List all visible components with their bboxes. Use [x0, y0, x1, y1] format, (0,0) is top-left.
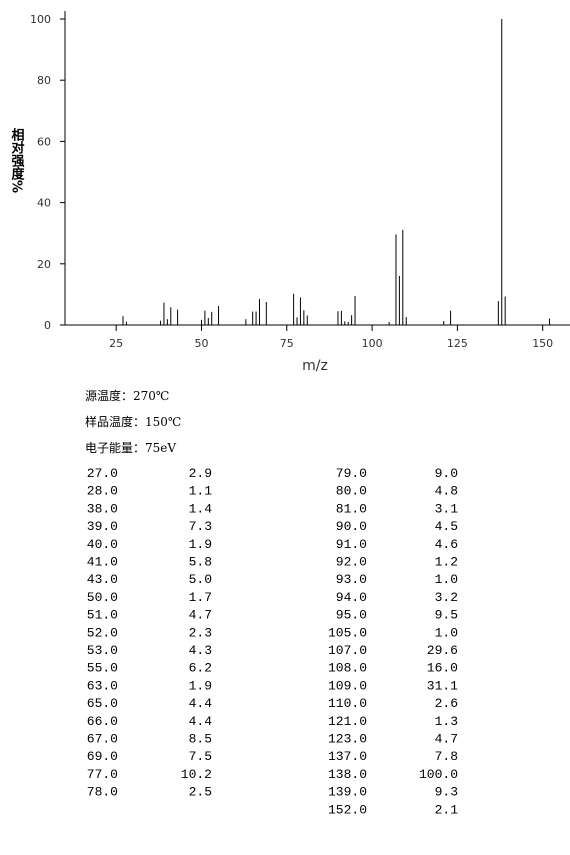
intensity-cell: 9.3	[435, 785, 458, 800]
intensity-cell: 1.1	[189, 484, 213, 499]
intensity-cell: 2.1	[435, 802, 459, 817]
intensity-cell: 1.0	[435, 625, 458, 640]
intensity-cell: 1.4	[189, 501, 213, 516]
intensity-cell: 8.5	[189, 732, 212, 747]
intensity-cell: 10.2	[181, 767, 212, 782]
intensity-cell: 7.8	[435, 749, 458, 764]
y-tick-label: 60	[37, 135, 51, 148]
mz-cell: 27.0	[87, 466, 118, 481]
info-line: 电子能量：75eV	[85, 441, 176, 455]
mz-cell: 66.0	[87, 714, 118, 729]
mz-cell: 78.0	[87, 785, 118, 800]
info-line: 样品温度：150℃	[85, 414, 181, 429]
mz-cell: 41.0	[87, 555, 118, 570]
mz-cell: 109.0	[328, 678, 367, 693]
mz-cell: 138.0	[328, 767, 367, 782]
mz-cell: 139.0	[328, 785, 367, 800]
intensity-cell: 2.9	[189, 466, 212, 481]
mz-cell: 80.0	[336, 484, 367, 499]
mz-cell: 55.0	[87, 661, 118, 676]
intensity-cell: 4.5	[435, 519, 458, 534]
mz-cell: 65.0	[87, 696, 118, 711]
mz-cell: 137.0	[328, 749, 367, 764]
mz-cell: 121.0	[328, 714, 367, 729]
intensity-cell: 9.5	[435, 608, 458, 623]
mz-cell: 77.0	[87, 767, 118, 782]
mz-cell: 63.0	[87, 678, 118, 693]
x-axis-label: m/z	[302, 358, 328, 374]
mz-cell: 91.0	[336, 537, 367, 552]
mz-cell: 92.0	[336, 555, 367, 570]
mz-cell: 28.0	[87, 484, 118, 499]
intensity-cell: 31.1	[427, 678, 458, 693]
mz-cell: 90.0	[336, 519, 367, 534]
mz-cell: 95.0	[336, 608, 367, 623]
intensity-cell: 5.8	[189, 555, 212, 570]
intensity-cell: 1.0	[435, 572, 458, 587]
info-line: 源温度：270℃	[85, 388, 169, 403]
mz-cell: 81.0	[336, 501, 367, 516]
intensity-cell: 1.7	[189, 590, 212, 605]
y-tick-label: 80	[37, 74, 51, 87]
y-tick-label: 20	[37, 258, 51, 271]
mz-cell: 107.0	[328, 643, 367, 658]
y-tick-label: 40	[37, 197, 51, 210]
intensity-cell: 2.6	[435, 696, 458, 711]
mz-cell: 53.0	[87, 643, 118, 658]
intensity-cell: 2.5	[189, 785, 212, 800]
mz-cell: 52.0	[87, 625, 118, 640]
intensity-cell: 7.5	[189, 749, 212, 764]
x-tick-label: 125	[447, 337, 468, 350]
intensity-cell: 4.4	[189, 696, 213, 711]
mz-cell: 40.0	[87, 537, 118, 552]
mz-cell: 110.0	[328, 696, 367, 711]
mz-cell: 38.0	[87, 501, 118, 516]
intensity-cell: 5.0	[189, 572, 212, 587]
intensity-cell: 4.8	[435, 484, 458, 499]
intensity-cell: 29.6	[427, 643, 458, 658]
mz-cell: 93.0	[336, 572, 367, 587]
intensity-cell: 7.3	[189, 519, 212, 534]
intensity-cell: 1.2	[435, 555, 458, 570]
x-tick-label: 25	[109, 337, 123, 350]
y-axis-label: 相对强度%	[9, 127, 25, 193]
intensity-cell: 4.3	[189, 643, 212, 658]
mz-cell: 67.0	[87, 732, 118, 747]
mz-cell: 51.0	[87, 608, 118, 623]
intensity-cell: 3.2	[435, 590, 458, 605]
mz-cell: 123.0	[328, 732, 367, 747]
mz-cell: 50.0	[87, 590, 118, 605]
intensity-cell: 4.7	[189, 608, 212, 623]
intensity-cell: 9.0	[435, 466, 458, 481]
intensity-cell: 3.1	[435, 501, 459, 516]
intensity-cell: 4.4	[189, 714, 213, 729]
intensity-cell: 1.3	[435, 714, 458, 729]
intensity-cell: 4.6	[435, 537, 458, 552]
intensity-cell: 1.9	[189, 537, 212, 552]
x-tick-label: 150	[532, 337, 553, 350]
mz-cell: 94.0	[336, 590, 367, 605]
y-tick-label: 100	[30, 13, 51, 26]
mz-cell: 43.0	[87, 572, 118, 587]
intensity-cell: 4.7	[435, 732, 458, 747]
x-tick-label: 100	[362, 337, 383, 350]
x-tick-label: 50	[194, 337, 208, 350]
mz-cell: 108.0	[328, 661, 367, 676]
y-tick-label: 0	[44, 319, 51, 332]
x-tick-label: 75	[280, 337, 294, 350]
intensity-cell: 6.2	[189, 661, 212, 676]
mz-cell: 69.0	[87, 749, 118, 764]
intensity-cell: 16.0	[427, 661, 458, 676]
mz-cell: 152.0	[328, 802, 367, 817]
mz-cell: 39.0	[87, 519, 118, 534]
mz-cell: 105.0	[328, 625, 367, 640]
intensity-cell: 2.3	[189, 625, 212, 640]
mz-cell: 79.0	[336, 466, 367, 481]
intensity-cell: 100.0	[419, 767, 458, 782]
intensity-cell: 1.9	[189, 678, 212, 693]
